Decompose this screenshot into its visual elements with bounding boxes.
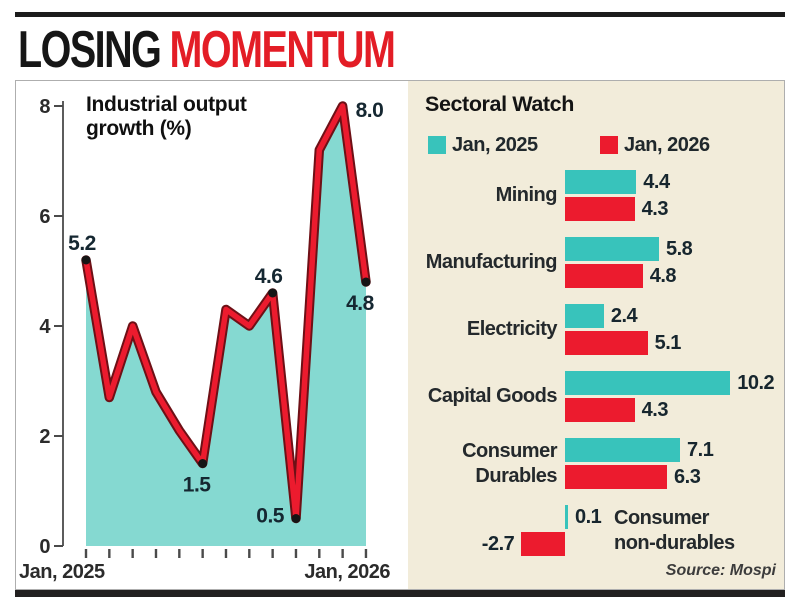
top-rule	[15, 12, 785, 17]
point-label-4.8: 4.8	[346, 292, 375, 315]
bar-value-2025-electricity: 2.4	[610, 305, 638, 327]
category-label-line: Consumer	[614, 507, 709, 529]
category-label-line: Manufacturing	[425, 251, 558, 273]
panels: 0 2 4 6 8 5.2 1.5 4.6 0.5 8.0 4.8 Jan, 2025 Jan, 202…	[15, 80, 785, 590]
bar-2026-electricity	[565, 331, 648, 355]
category-label-line: Capital Goods	[427, 385, 558, 407]
point-dot-1.5	[198, 459, 208, 468]
category-label-line: non-durables	[614, 532, 735, 554]
line-chart-panel: 0 2 4 6 8 5.2 1.5 4.6 0.5 8.0 4.8 Jan, 2025 Jan, 202…	[16, 81, 408, 589]
point-label-1.5: 1.5	[183, 474, 212, 497]
category-label-line: Mining	[495, 184, 558, 206]
category-label-capital-goods: Capital Goods	[342, 384, 558, 409]
point-dot-5.2	[81, 255, 91, 265]
y-tick-label: 6	[39, 206, 50, 228]
legend-swatch-jan2026	[600, 136, 618, 154]
bar-value-2025-manufacturing: 5.8	[665, 238, 693, 260]
point-label-0.5: 0.5	[256, 505, 285, 528]
bar-value-2025-consumer-non-durables: 0.1	[575, 506, 602, 528]
source-note: Source: Mospi	[665, 562, 776, 579]
point-dot-0.5	[291, 514, 301, 523]
bar-2026-consumer-durables	[565, 465, 668, 489]
bar-2025-mining	[565, 170, 637, 194]
bar-2025-consumer-non-durables	[565, 505, 568, 529]
trend-line	[83, 103, 369, 522]
x-label-end: Jan, 2026	[304, 561, 390, 583]
y-tick-label: 4	[39, 316, 51, 338]
point-label-4.6: 4.6	[255, 265, 283, 288]
point-label-5.2: 5.2	[68, 232, 96, 255]
point-dot-4.6	[268, 288, 278, 298]
y-tick-label: 2	[39, 426, 50, 448]
category-label-consumer-durables: Consumer Durables	[342, 439, 557, 489]
category-label-consumer-non-durables: Consumer non-durables	[614, 506, 779, 556]
bar-2025-manufacturing	[565, 237, 659, 261]
category-label-manufacturing: Manufacturing	[342, 250, 558, 275]
bar-2026-mining	[565, 197, 635, 221]
category-label-line: Durables	[475, 465, 557, 487]
bar-2026-capital-goods	[565, 398, 635, 422]
bar-value-2026-electricity: 5.1	[654, 332, 682, 354]
bar-value-2026-consumer-durables: 6.3	[674, 466, 701, 488]
legend-label-jan2026: Jan, 2026	[624, 134, 710, 156]
bar-value-2026-mining: 4.3	[641, 198, 669, 220]
headline-black-text: LOSING	[18, 21, 162, 79]
bar-value-2026-manufacturing: 4.8	[649, 265, 677, 287]
bar-value-2025-capital-goods: 10.2	[737, 372, 775, 394]
line-chart-svg: 0 2 4 6 8 5.2 1.5 4.6 0.5 8.0 4.8 Jan, 2025 Jan, 202…	[19, 96, 391, 583]
legend-label-jan2025: Jan, 2025	[452, 134, 538, 156]
bottom-rule	[15, 590, 785, 597]
x-label-start: Jan, 2025	[19, 561, 105, 583]
category-label-mining: Mining	[342, 183, 558, 208]
bar-2026-consumer-non-durables	[521, 532, 565, 556]
bar-chart-panel: Sectoral Watch Jan, 2025 Jan, 2026 4.4 4.3…	[408, 81, 784, 589]
line-chart-title: Industrial output growth (%)	[86, 93, 247, 140]
y-tick-label: 0	[39, 536, 50, 558]
headline: LOSING MOMENTUM	[18, 20, 396, 80]
category-label-electricity: Electricity	[342, 317, 558, 342]
bar-value-2025-consumer-durables: 7.1	[687, 439, 714, 461]
bar-2025-capital-goods	[565, 371, 731, 395]
bar-2025-electricity	[565, 304, 604, 328]
bar-value-2026-consumer-non-durables: -2.7	[481, 533, 515, 555]
legend-swatch-jan2025	[428, 136, 446, 154]
point-label-8.0: 8.0	[356, 99, 384, 122]
point-dot-4.8	[361, 277, 371, 287]
bar-chart-title: Sectoral Watch	[425, 92, 574, 116]
bar-2025-consumer-durables	[565, 438, 681, 462]
bar-value-2025-mining: 4.4	[643, 171, 670, 193]
y-tick-label: 8	[39, 96, 50, 118]
headline-red-text: MOMENTUM	[169, 21, 396, 79]
category-label-line: Consumer	[462, 440, 557, 462]
bar-2026-manufacturing	[565, 264, 643, 288]
category-label-line: Electricity	[466, 318, 558, 340]
bar-value-2026-capital-goods: 4.3	[641, 399, 669, 421]
